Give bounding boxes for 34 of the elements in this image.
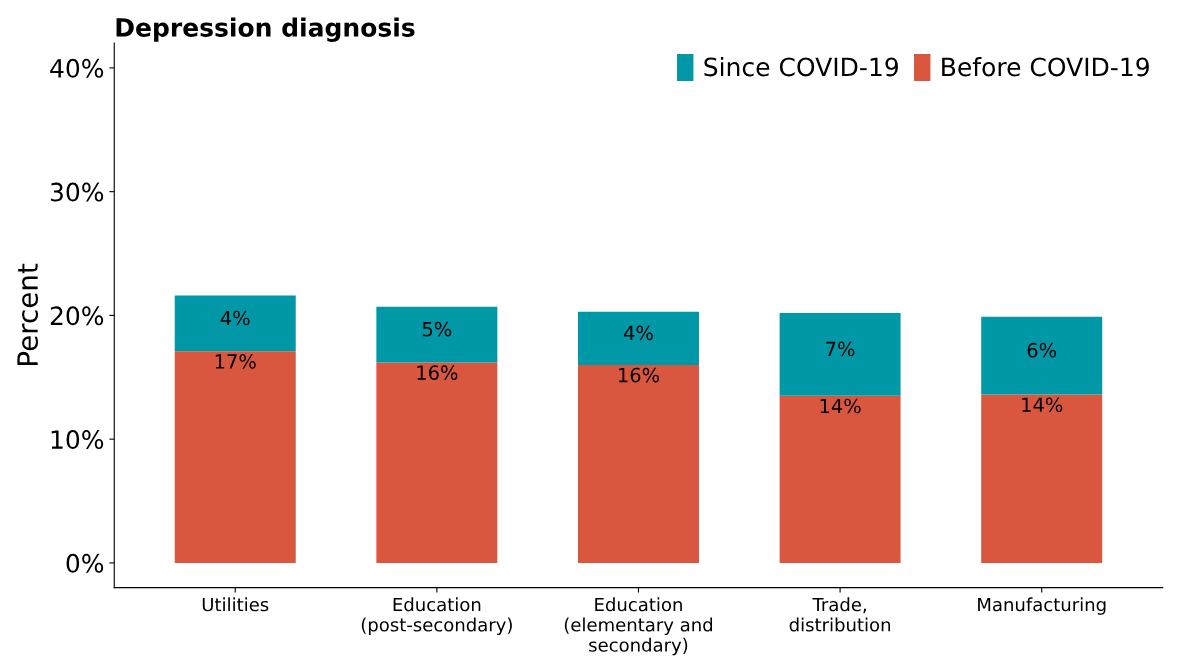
x-tick-label: Education (post-secondary) [361,597,512,636]
data-label: 14% [1022,397,1063,413]
x-tick-label: Manufacturing [978,597,1106,615]
data-label: 5% [422,321,452,337]
data-label: 16% [619,367,660,383]
legend-label: Before COVID-19 [942,57,1149,77]
bar [577,364,699,563]
data-label: 6% [1027,342,1057,358]
data-label: 14% [820,398,861,414]
bar [376,306,498,363]
y-axis-title: Percent [17,263,39,365]
y-tick-label: 20% [50,306,104,326]
bar [174,295,296,352]
bar [981,316,1103,395]
y-tick-label: 40% [50,58,104,78]
legend-label: Since COVID-19 [704,57,898,77]
bar [577,311,699,365]
x-tick-label: Trade, distribution [789,597,891,632]
bar [779,312,901,396]
x-tick-label: Utilities [202,597,269,612]
data-label: 17% [215,354,256,369]
bar [174,351,296,563]
y-tick-label: 0% [66,553,104,573]
y-tick-label: 30% [50,182,104,202]
y-tick-label: 10% [51,430,104,449]
data-label: 4% [220,310,250,326]
data-label: 16% [417,365,458,380]
bar [981,394,1103,563]
data-label: 7% [826,341,855,357]
bar [376,362,498,563]
x-tick-label: Education (elementary and secondary) [564,597,713,656]
data-label: 4% [624,325,653,341]
chart-title: Depression diagnosis [116,17,415,42]
bar [779,395,901,563]
